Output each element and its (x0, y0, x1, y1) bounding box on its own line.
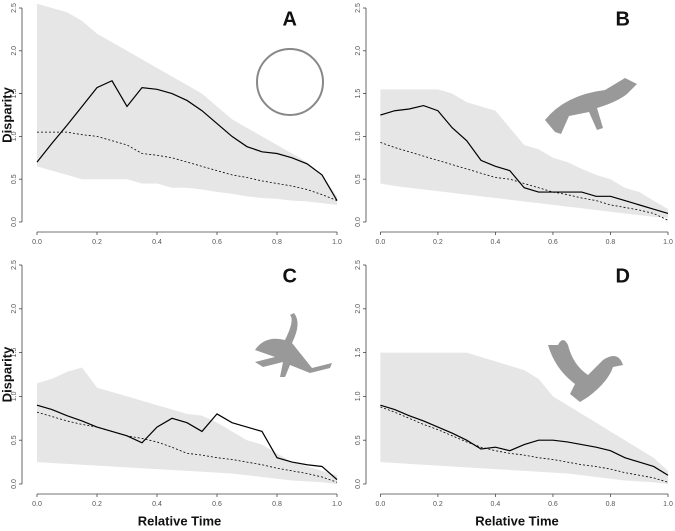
y-tick-label: 0.0 (11, 217, 18, 227)
y-tick-label: 0.5 (355, 435, 362, 445)
panel-label: C (283, 265, 297, 287)
y-tick-label: 2.0 (11, 46, 18, 56)
y-tick-label: 2.5 (11, 3, 18, 13)
y-tick-label: 1.5 (11, 348, 18, 358)
y-tick-label: 1.0 (355, 131, 362, 141)
panel-label: D (615, 265, 629, 287)
y-tick-label: 1.5 (11, 89, 18, 99)
observed-line (36, 404, 338, 481)
y-tick-label: 1.0 (355, 391, 362, 401)
gecko-icon (545, 78, 637, 134)
x-tick-label: 0.2 (433, 239, 443, 246)
x-tick-label: 1.0 (332, 239, 342, 246)
observed-line (36, 79, 338, 201)
y-tick-label: 0.0 (355, 217, 362, 227)
x-tick-label: 0.8 (272, 501, 282, 508)
lizard-icon (255, 313, 332, 377)
y-tick-label: 0.5 (11, 435, 18, 445)
salamander-icon (548, 340, 623, 402)
x-tick-label: 0.0 (376, 501, 386, 508)
x-tick-label: 0.2 (433, 501, 443, 508)
x-tick-label: 1.0 (663, 501, 673, 508)
y-tick-label: 0.5 (11, 174, 18, 184)
y-tick-label: 2.0 (355, 46, 362, 56)
y-tick-label: 2.5 (355, 3, 362, 13)
envelope (380, 352, 668, 484)
envelope (37, 3, 337, 205)
y-tick-label: 2.5 (11, 260, 18, 270)
x-tick-label: 0.4 (152, 239, 162, 246)
observed-line (380, 404, 669, 476)
x-tick-label: 1.0 (663, 239, 673, 246)
envelope (380, 89, 668, 218)
tree-icon (256, 48, 324, 116)
silhouettes (255, 48, 637, 402)
x-tick-label: 0.0 (32, 239, 42, 246)
median-line (380, 142, 669, 221)
x-tick-label: 0.2 (92, 239, 102, 246)
envelope (37, 367, 337, 484)
x-tick-label: 0.8 (606, 239, 616, 246)
median-line (380, 406, 669, 483)
y-tick-label: 2.5 (355, 260, 362, 270)
y-tick-label: 1.0 (11, 391, 18, 401)
panel: 0.0 0.5 1.0 1.5 2.0 2.5 0.0 0.2 0.4 0.6 0.8 1.0 A Dis… (0, 3, 342, 246)
x-axis-label: Relative Time (475, 513, 559, 528)
y-tick-label: 1.5 (355, 89, 362, 99)
panel-label: B (615, 8, 629, 30)
y-tick-label: 0.0 (355, 479, 362, 489)
panel: 0.0 0.5 1.0 1.5 2.0 2.5 0.0 0.2 0.4 0.6 0.8 1.0 B (355, 3, 673, 246)
y-tick-label: 1.0 (11, 131, 18, 141)
panel: 0.0 0.5 1.0 1.5 2.0 2.5 0.0 0.2 0.4 0.6 0.8 1.0 D Rel… (355, 260, 673, 528)
x-tick-label: 0.6 (548, 239, 558, 246)
observed-line (380, 104, 669, 215)
y-axis-label: Disparity (0, 346, 14, 402)
x-tick-label: 0.2 (92, 501, 102, 508)
x-axis-label: Relative Time (138, 513, 222, 528)
x-tick-label: 0.0 (32, 501, 42, 508)
panel: 0.0 0.5 1.0 1.5 2.0 2.5 0.0 0.2 0.4 0.6 0.8 1.0 C Dis… (0, 260, 342, 528)
panel-label: A (283, 8, 297, 30)
x-tick-label: 0.8 (272, 239, 282, 246)
y-tick-label: 0.0 (11, 479, 18, 489)
x-tick-label: 0.4 (491, 501, 501, 508)
x-tick-label: 0.8 (606, 501, 616, 508)
x-tick-label: 0.4 (152, 501, 162, 508)
y-tick-label: 2.0 (355, 304, 362, 314)
x-tick-label: 0.6 (212, 239, 222, 246)
y-tick-label: 1.5 (355, 348, 362, 358)
y-axis-label: Disparity (0, 86, 14, 142)
x-tick-label: 0.6 (548, 501, 558, 508)
x-tick-label: 1.0 (332, 501, 342, 508)
y-tick-label: 2.0 (11, 304, 18, 314)
median-line (37, 131, 338, 201)
x-tick-label: 0.4 (491, 239, 501, 246)
x-tick-label: 0.6 (212, 501, 222, 508)
median-line (36, 411, 338, 483)
y-tick-label: 0.5 (355, 174, 362, 184)
x-tick-label: 0.0 (376, 239, 386, 246)
